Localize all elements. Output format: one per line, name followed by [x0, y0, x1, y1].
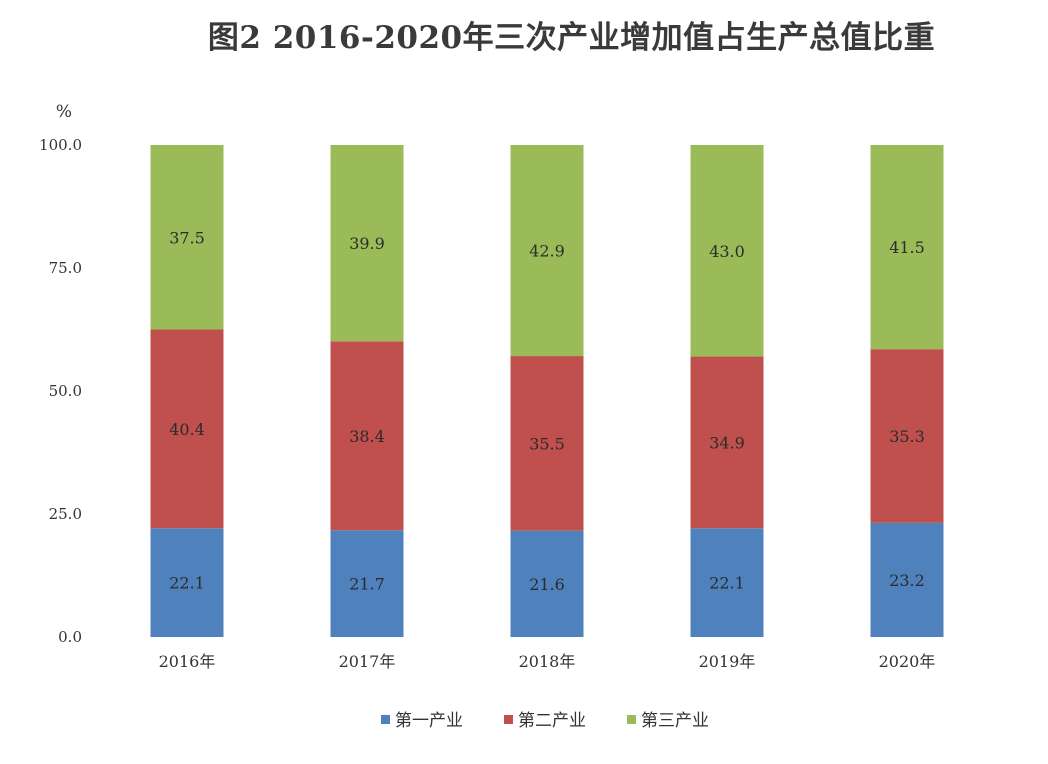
- y-tick-label: 25.0: [49, 505, 82, 523]
- bar-segment: [690, 145, 764, 357]
- bar-segment: [150, 528, 224, 637]
- legend-swatch: [627, 715, 636, 724]
- legend-label: 第三产业: [641, 711, 709, 731]
- x-tick-label: 2019年: [699, 652, 756, 671]
- bar-segment: [510, 145, 584, 357]
- bar-segment: [870, 145, 944, 350]
- data-label: 34.9: [709, 433, 745, 452]
- data-label: 43.0: [709, 242, 745, 261]
- bar-segment: [870, 349, 944, 523]
- data-label: 40.4: [169, 420, 205, 439]
- bar-segment: [330, 530, 404, 637]
- legend-swatch: [504, 715, 513, 724]
- bar-segment: [330, 145, 404, 342]
- data-label: 23.2: [889, 571, 925, 590]
- data-label: 39.9: [349, 234, 385, 253]
- chart-title: 图2 2016-2020年三次产业增加值占生产总值比重: [207, 20, 936, 56]
- bar-segment: [150, 145, 224, 330]
- x-tick-label: 2020年: [879, 652, 936, 671]
- data-label: 35.5: [529, 434, 565, 453]
- x-tick-label: 2018年: [519, 652, 576, 671]
- y-tick-label: 0.0: [58, 628, 82, 646]
- y-tick-label: 50.0: [49, 382, 82, 400]
- bar-segment: [690, 356, 764, 529]
- x-tick-label: 2016年: [159, 652, 216, 671]
- y-axis-unit-label: %: [56, 102, 72, 122]
- data-label: 22.1: [709, 574, 745, 593]
- data-label: 41.5: [889, 238, 925, 257]
- data-label: 37.5: [169, 228, 205, 247]
- legend-label: 第一产业: [395, 711, 463, 731]
- data-label: 35.3: [889, 427, 925, 446]
- x-tick-label: 2017年: [339, 652, 396, 671]
- data-label: 21.7: [349, 575, 385, 594]
- data-label: 21.6: [529, 575, 565, 594]
- data-label: 42.9: [529, 242, 565, 261]
- bar-segment: [150, 329, 224, 529]
- legend-label: 第二产业: [518, 711, 586, 731]
- legend-swatch: [381, 715, 390, 724]
- data-label: 38.4: [349, 427, 385, 446]
- bar-segment: [510, 356, 584, 531]
- bar-segment: [330, 341, 404, 531]
- y-tick-label: 100.0: [39, 136, 82, 154]
- y-tick-label: 75.0: [49, 259, 82, 277]
- data-label: 22.1: [169, 574, 205, 593]
- bar-segment: [690, 528, 764, 637]
- bar-segment: [510, 530, 584, 637]
- bar-segment: [870, 522, 944, 637]
